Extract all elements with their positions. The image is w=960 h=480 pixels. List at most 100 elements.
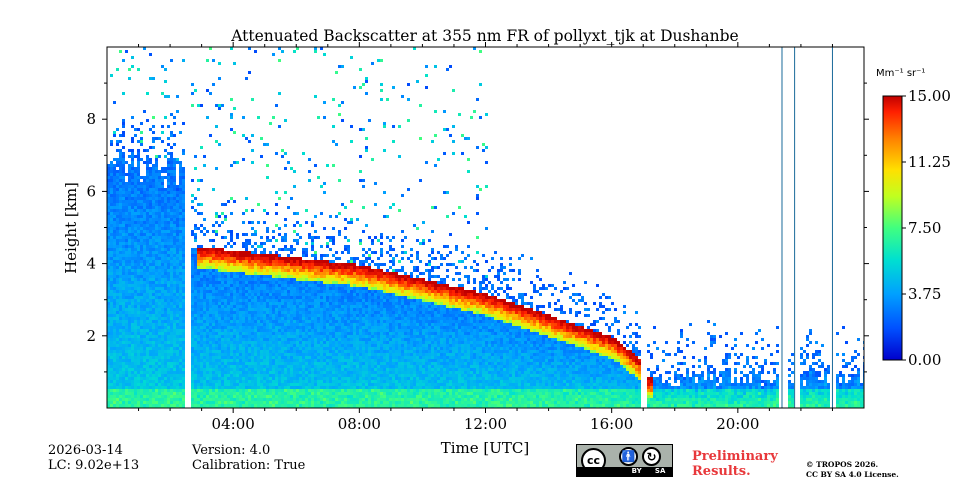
- heatmap-cell: [149, 224, 152, 227]
- heatmap-cell: [122, 344, 125, 347]
- heatmap-cell: [221, 248, 224, 251]
- heatmap-cell: [215, 395, 218, 398]
- heatmap-cell: [110, 161, 113, 164]
- heatmap-cell: [122, 383, 125, 386]
- heatmap-cell: [194, 233, 197, 236]
- heatmap-cell: [146, 242, 149, 245]
- heatmap-cell: [179, 314, 182, 317]
- heatmap-cell: [206, 290, 209, 293]
- heatmap-cell: [143, 257, 146, 260]
- heatmap-cell: [305, 389, 308, 392]
- heatmap-cell: [215, 401, 218, 404]
- heatmap-cell: [179, 359, 182, 362]
- heatmap-cell: [158, 212, 161, 215]
- heatmap-cell: [290, 371, 293, 374]
- heatmap-cell: [317, 329, 320, 332]
- heatmap-cell: [191, 392, 194, 395]
- heatmap-cell: [323, 317, 326, 320]
- heatmap-cell: [269, 395, 272, 398]
- heatmap-cell: [260, 290, 263, 293]
- heatmap-cell: [254, 347, 257, 350]
- heatmap-cell: [113, 188, 116, 191]
- heatmap-cell: [125, 227, 128, 230]
- heatmap-cell: [197, 353, 200, 356]
- heatmap-cell: [140, 317, 143, 320]
- heatmap-cell: [161, 251, 164, 254]
- heatmap-cell: [119, 383, 122, 386]
- heatmap-cell: [137, 329, 140, 332]
- heatmap-cell: [164, 80, 167, 83]
- heatmap-cell: [116, 221, 119, 224]
- heatmap-cell: [122, 374, 125, 377]
- heatmap-cell: [272, 356, 275, 359]
- heatmap-cell: [125, 356, 128, 359]
- heatmap-cell: [320, 245, 323, 248]
- heatmap-cell: [245, 245, 248, 248]
- heatmap-cell: [272, 260, 275, 263]
- heatmap-cell: [191, 317, 194, 320]
- heatmap-cell: [266, 398, 269, 401]
- heatmap-cell: [149, 377, 152, 380]
- heatmap-cell: [110, 212, 113, 215]
- heatmap-cell: [179, 203, 182, 206]
- heatmap-cell: [311, 287, 314, 290]
- heatmap-cell: [122, 317, 125, 320]
- heatmap-cell: [146, 395, 149, 398]
- heatmap-cell: [173, 293, 176, 296]
- heatmap-cell: [164, 230, 167, 233]
- heatmap-cell: [257, 395, 260, 398]
- heatmap-cell: [134, 290, 137, 293]
- heatmap-cell: [125, 203, 128, 206]
- heatmap-cell: [137, 368, 140, 371]
- heatmap-cell: [122, 155, 125, 158]
- heatmap-cell: [119, 347, 122, 350]
- heatmap-cell: [143, 227, 146, 230]
- heatmap-cell: [284, 293, 287, 296]
- heatmap-cell: [107, 392, 110, 395]
- heatmap-cell: [191, 299, 194, 302]
- heatmap-cell: [326, 245, 329, 248]
- heatmap-cell: [113, 134, 116, 137]
- heatmap-cell: [149, 179, 152, 182]
- heatmap-cell: [293, 311, 296, 314]
- heatmap-cell: [239, 296, 242, 299]
- heatmap-cell: [119, 197, 122, 200]
- heatmap-cell: [197, 356, 200, 359]
- heatmap-cell: [107, 191, 110, 194]
- heatmap-cell: [245, 344, 248, 347]
- heatmap-cell: [176, 377, 179, 380]
- heatmap-cell: [230, 263, 233, 266]
- heatmap-cell: [272, 275, 275, 278]
- heatmap-cell: [254, 308, 257, 311]
- heatmap-cell: [323, 263, 326, 266]
- heatmap-cell: [266, 392, 269, 395]
- heatmap-cell: [128, 308, 131, 311]
- heatmap-cell: [113, 218, 116, 221]
- heatmap-cell: [137, 311, 140, 314]
- heatmap-cell: [176, 245, 179, 248]
- heatmap-cell: [179, 131, 182, 134]
- heatmap-cell: [305, 329, 308, 332]
- heatmap-cell: [221, 257, 224, 260]
- heatmap-cell: [206, 260, 209, 263]
- heatmap-cell: [167, 254, 170, 257]
- heatmap-cell: [278, 386, 281, 389]
- heatmap-cell: [161, 278, 164, 281]
- heatmap-cell: [314, 284, 317, 287]
- heatmap-cell: [149, 269, 152, 272]
- heatmap-cell: [269, 293, 272, 296]
- heatmap-cell: [110, 197, 113, 200]
- heatmap-cell: [311, 389, 314, 392]
- heatmap-cell: [230, 266, 233, 269]
- heatmap-cell: [320, 263, 323, 266]
- heatmap-cell: [170, 59, 173, 62]
- heatmap-cell: [278, 248, 281, 251]
- heatmap-cell: [239, 353, 242, 356]
- heatmap-cell: [275, 377, 278, 380]
- heatmap-cell: [245, 365, 248, 368]
- heatmap-cell: [182, 284, 185, 287]
- heatmap-cell: [155, 182, 158, 185]
- heatmap-cell: [248, 362, 251, 365]
- heatmap-cell: [113, 266, 116, 269]
- heatmap-cell: [215, 248, 218, 251]
